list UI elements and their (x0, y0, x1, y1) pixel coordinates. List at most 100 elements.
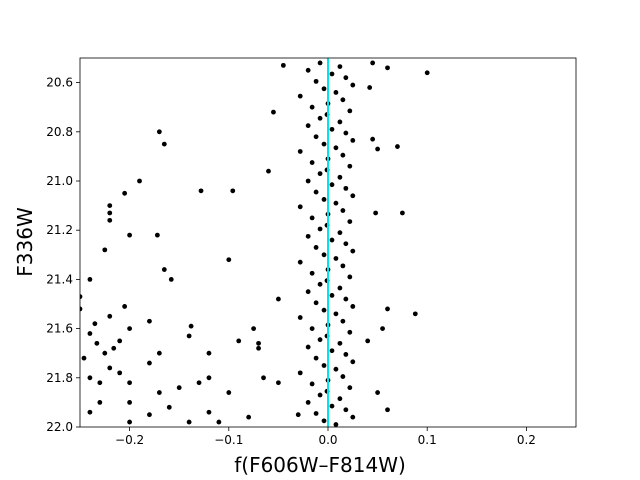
y-tick-label: 21.2 (46, 223, 73, 237)
point (127, 326, 132, 331)
point (350, 414, 356, 420)
point (313, 411, 319, 416)
point (337, 285, 343, 291)
point (251, 326, 256, 331)
point (367, 85, 373, 90)
point (350, 82, 356, 88)
point (333, 366, 339, 372)
point (321, 307, 327, 313)
point (176, 385, 182, 391)
point (97, 380, 103, 386)
x-tick-label: 0.0 (318, 433, 337, 447)
point (196, 380, 202, 386)
point (80, 306, 83, 312)
point (92, 321, 98, 327)
point (226, 390, 232, 395)
point (337, 174, 343, 180)
point (261, 375, 266, 381)
point (375, 146, 380, 152)
point (317, 115, 323, 121)
point (424, 70, 430, 76)
point (309, 104, 315, 110)
point (329, 71, 335, 77)
point (412, 311, 418, 317)
point (166, 404, 172, 410)
point (127, 380, 132, 386)
point (373, 210, 379, 216)
y-axis-label: F336W (13, 207, 37, 277)
point (226, 257, 232, 263)
point (309, 160, 315, 165)
point (309, 326, 315, 331)
point (122, 190, 128, 196)
point (321, 86, 327, 92)
point (347, 329, 353, 335)
point (340, 263, 346, 269)
point (309, 270, 315, 276)
point (102, 247, 108, 253)
point (297, 93, 303, 99)
point (347, 219, 353, 224)
point (256, 345, 261, 351)
point (321, 141, 327, 147)
point (329, 292, 335, 298)
point (321, 363, 327, 368)
point (94, 340, 100, 346)
point (343, 75, 349, 81)
point (343, 296, 349, 302)
point (313, 134, 319, 140)
point (107, 210, 113, 216)
point (156, 129, 162, 135)
point (295, 412, 301, 418)
point (333, 145, 339, 151)
point (317, 171, 323, 177)
point (370, 60, 376, 66)
point (156, 390, 162, 395)
point (246, 414, 252, 420)
point (305, 233, 311, 239)
point (329, 182, 335, 188)
point (340, 374, 346, 379)
point (305, 178, 311, 184)
point (107, 365, 113, 371)
point (317, 60, 323, 66)
point (122, 304, 128, 309)
point (350, 304, 356, 309)
point (313, 355, 319, 361)
point (154, 232, 160, 238)
point (329, 348, 335, 354)
point (276, 296, 281, 302)
point (87, 277, 93, 282)
y-tick-label: 21.4 (46, 272, 73, 286)
point (81, 355, 87, 361)
point (343, 352, 349, 357)
point (350, 359, 356, 365)
point (297, 370, 303, 376)
point (329, 126, 335, 132)
point (147, 360, 152, 366)
point (305, 289, 311, 295)
point (343, 130, 349, 136)
point (343, 185, 349, 191)
point (127, 419, 132, 425)
x-axis-label: f(F606W–F814W) (234, 453, 406, 477)
point (236, 338, 242, 344)
point (107, 313, 113, 319)
point (97, 400, 103, 405)
point (333, 256, 339, 261)
point (337, 396, 343, 402)
point (347, 108, 353, 114)
x-tick-label: 0.1 (418, 433, 437, 447)
point (256, 340, 261, 346)
point (305, 344, 311, 350)
y-tick-label: 21.8 (46, 371, 73, 385)
point (321, 418, 327, 424)
point (340, 152, 346, 158)
point (87, 331, 93, 336)
point (107, 217, 113, 223)
point (317, 226, 323, 232)
point (340, 97, 346, 103)
point (343, 407, 349, 413)
point (350, 138, 356, 143)
